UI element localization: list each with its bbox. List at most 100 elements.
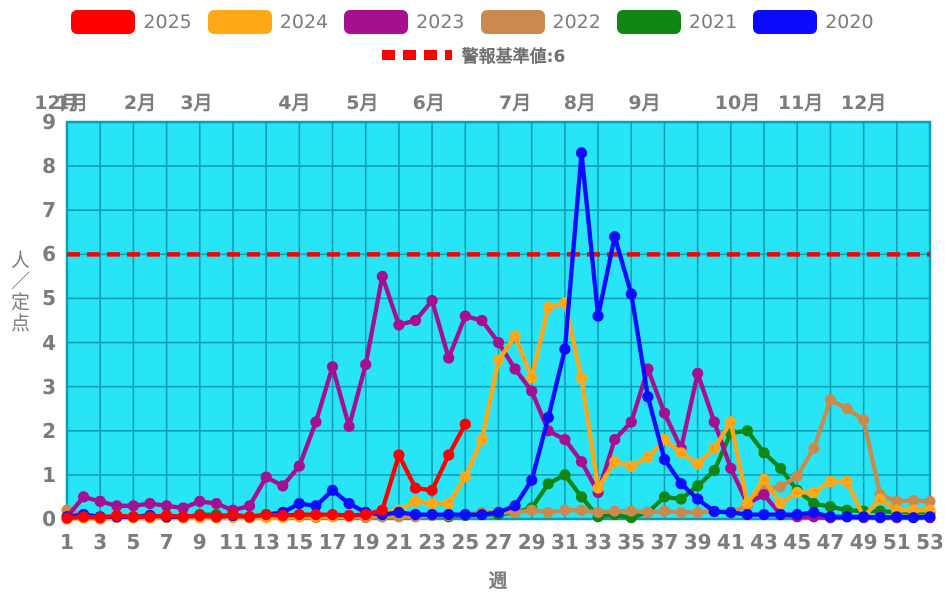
legend-swatch-2022 [480,10,545,34]
series-point-2024 [741,498,754,510]
y-tick-label: 2 [42,418,56,443]
series-point-2025 [443,449,455,461]
series-point-2021 [741,425,754,437]
series-point-2023 [310,416,322,428]
series-point-2020 [509,500,521,512]
x-tick-label: 27 [484,530,513,554]
x-tick-label: 33 [584,530,612,554]
legend-label: 2021 [688,11,738,33]
x-tick-label: 41 [716,530,745,554]
series-point-2023 [161,500,173,512]
series-point-2024 [758,473,770,485]
legend-swatch-2025 [71,10,136,34]
series-point-2020 [293,498,305,510]
month-label: 3月 [180,92,213,114]
x-tick-label: 5 [126,530,141,554]
series-point-2023 [127,500,139,512]
series-point-2021 [692,480,704,492]
y-tick-label: 6 [42,242,56,267]
series-point-2020 [492,506,505,518]
series-point-2025 [376,504,388,516]
series-point-2024 [542,301,554,313]
series-point-2023 [708,416,720,428]
legend-item-2020: 2020 [753,10,874,34]
series-point-2025 [310,508,322,521]
series-point-2024 [575,372,588,384]
series-point-2022 [575,504,588,516]
series-point-2020 [725,506,737,518]
series-point-2022 [791,470,803,482]
legend-item-2025: 2025 [71,10,192,34]
legend-swatch-2023 [344,10,409,34]
series-point-2020 [775,508,787,521]
x-tick-label: 29 [517,530,546,554]
series-point-2023 [658,407,671,419]
series-point-2020 [526,474,538,486]
y-tick-label: 3 [42,374,56,399]
alert-threshold-label: 警報基準値:6 [461,47,566,67]
series-point-2021 [675,493,687,505]
x-tick-label: 25 [451,530,480,554]
month-axis: 12月 1月 2月 3月 4月 5月 6月 7月 8月 9月 10月 11月 12月 [0,88,945,114]
series-point-2023 [692,367,704,379]
series-point-2025 [360,508,372,521]
series-point-2024 [625,460,637,472]
series-point-2024 [841,475,853,488]
series-point-2023 [459,310,471,322]
legend: 2025 2024 2023 2022 2021 2020 [0,10,945,34]
legend-label: 2022 [552,11,601,33]
series-point-2020 [741,508,754,521]
series-point-2021 [559,469,571,481]
series-point-2025 [343,509,355,522]
y-tick-label: 4 [42,330,56,355]
series-point-2020 [642,391,654,403]
series-point-2022 [526,504,538,516]
series-point-2023 [78,491,90,503]
x-tick-label: 23 [418,530,447,554]
legend-swatch-2020 [753,10,818,34]
series-point-2023 [443,352,455,364]
legend-swatch-2024 [207,10,272,34]
series-point-2023 [277,480,289,492]
series-point-2025 [409,482,422,494]
alert-threshold-legend: 警報基準値:6 [0,42,945,67]
legend-item-2023: 2023 [344,10,465,34]
series-point-2025 [94,512,106,524]
series-point-2023 [758,489,770,501]
series-point-2022 [675,506,687,518]
series-point-2023 [244,500,256,512]
series-point-2025 [177,511,189,523]
series-point-2020 [907,512,920,524]
series-point-2023 [94,495,106,507]
series-point-2024 [459,471,471,483]
series-point-2021 [824,501,837,513]
legend-label: 2020 [825,11,874,33]
series-point-2025 [61,512,73,524]
series-point-2022 [542,506,554,518]
legend-label: 2025 [143,11,192,33]
series-point-2022 [775,481,787,493]
x-tick-label: 31 [550,530,579,554]
series-point-2020 [559,343,571,355]
series-point-2025 [326,508,339,521]
series-point-2024 [526,372,538,384]
series-point-2024 [725,416,737,428]
series-point-2020 [542,411,554,424]
series-point-2023 [144,498,156,510]
series-point-2020 [459,508,471,521]
series-point-2020 [426,508,438,521]
series-point-2022 [592,506,604,518]
series-point-2024 [708,442,720,454]
series-point-2024 [476,434,488,446]
series-point-2025 [194,509,206,522]
series-point-2020 [924,511,936,523]
legend-label: 2023 [416,11,465,33]
series-point-2025 [161,509,173,522]
series-point-2025 [111,509,123,522]
y-tick-label: 8 [42,154,56,179]
series-point-2023 [293,460,305,472]
series-point-2023 [476,314,488,327]
series-point-2022 [658,505,671,517]
series-point-2024 [808,486,820,499]
